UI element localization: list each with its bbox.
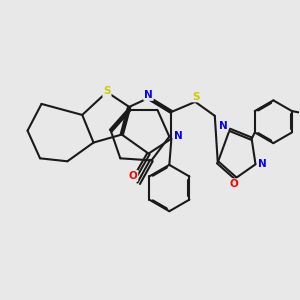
Text: N: N <box>174 131 182 141</box>
Text: S: S <box>192 92 200 101</box>
Text: S: S <box>103 86 111 96</box>
Text: N: N <box>144 90 153 100</box>
Text: O: O <box>129 171 137 181</box>
Text: N: N <box>219 121 227 131</box>
Text: O: O <box>230 179 239 189</box>
Text: N: N <box>258 159 266 169</box>
